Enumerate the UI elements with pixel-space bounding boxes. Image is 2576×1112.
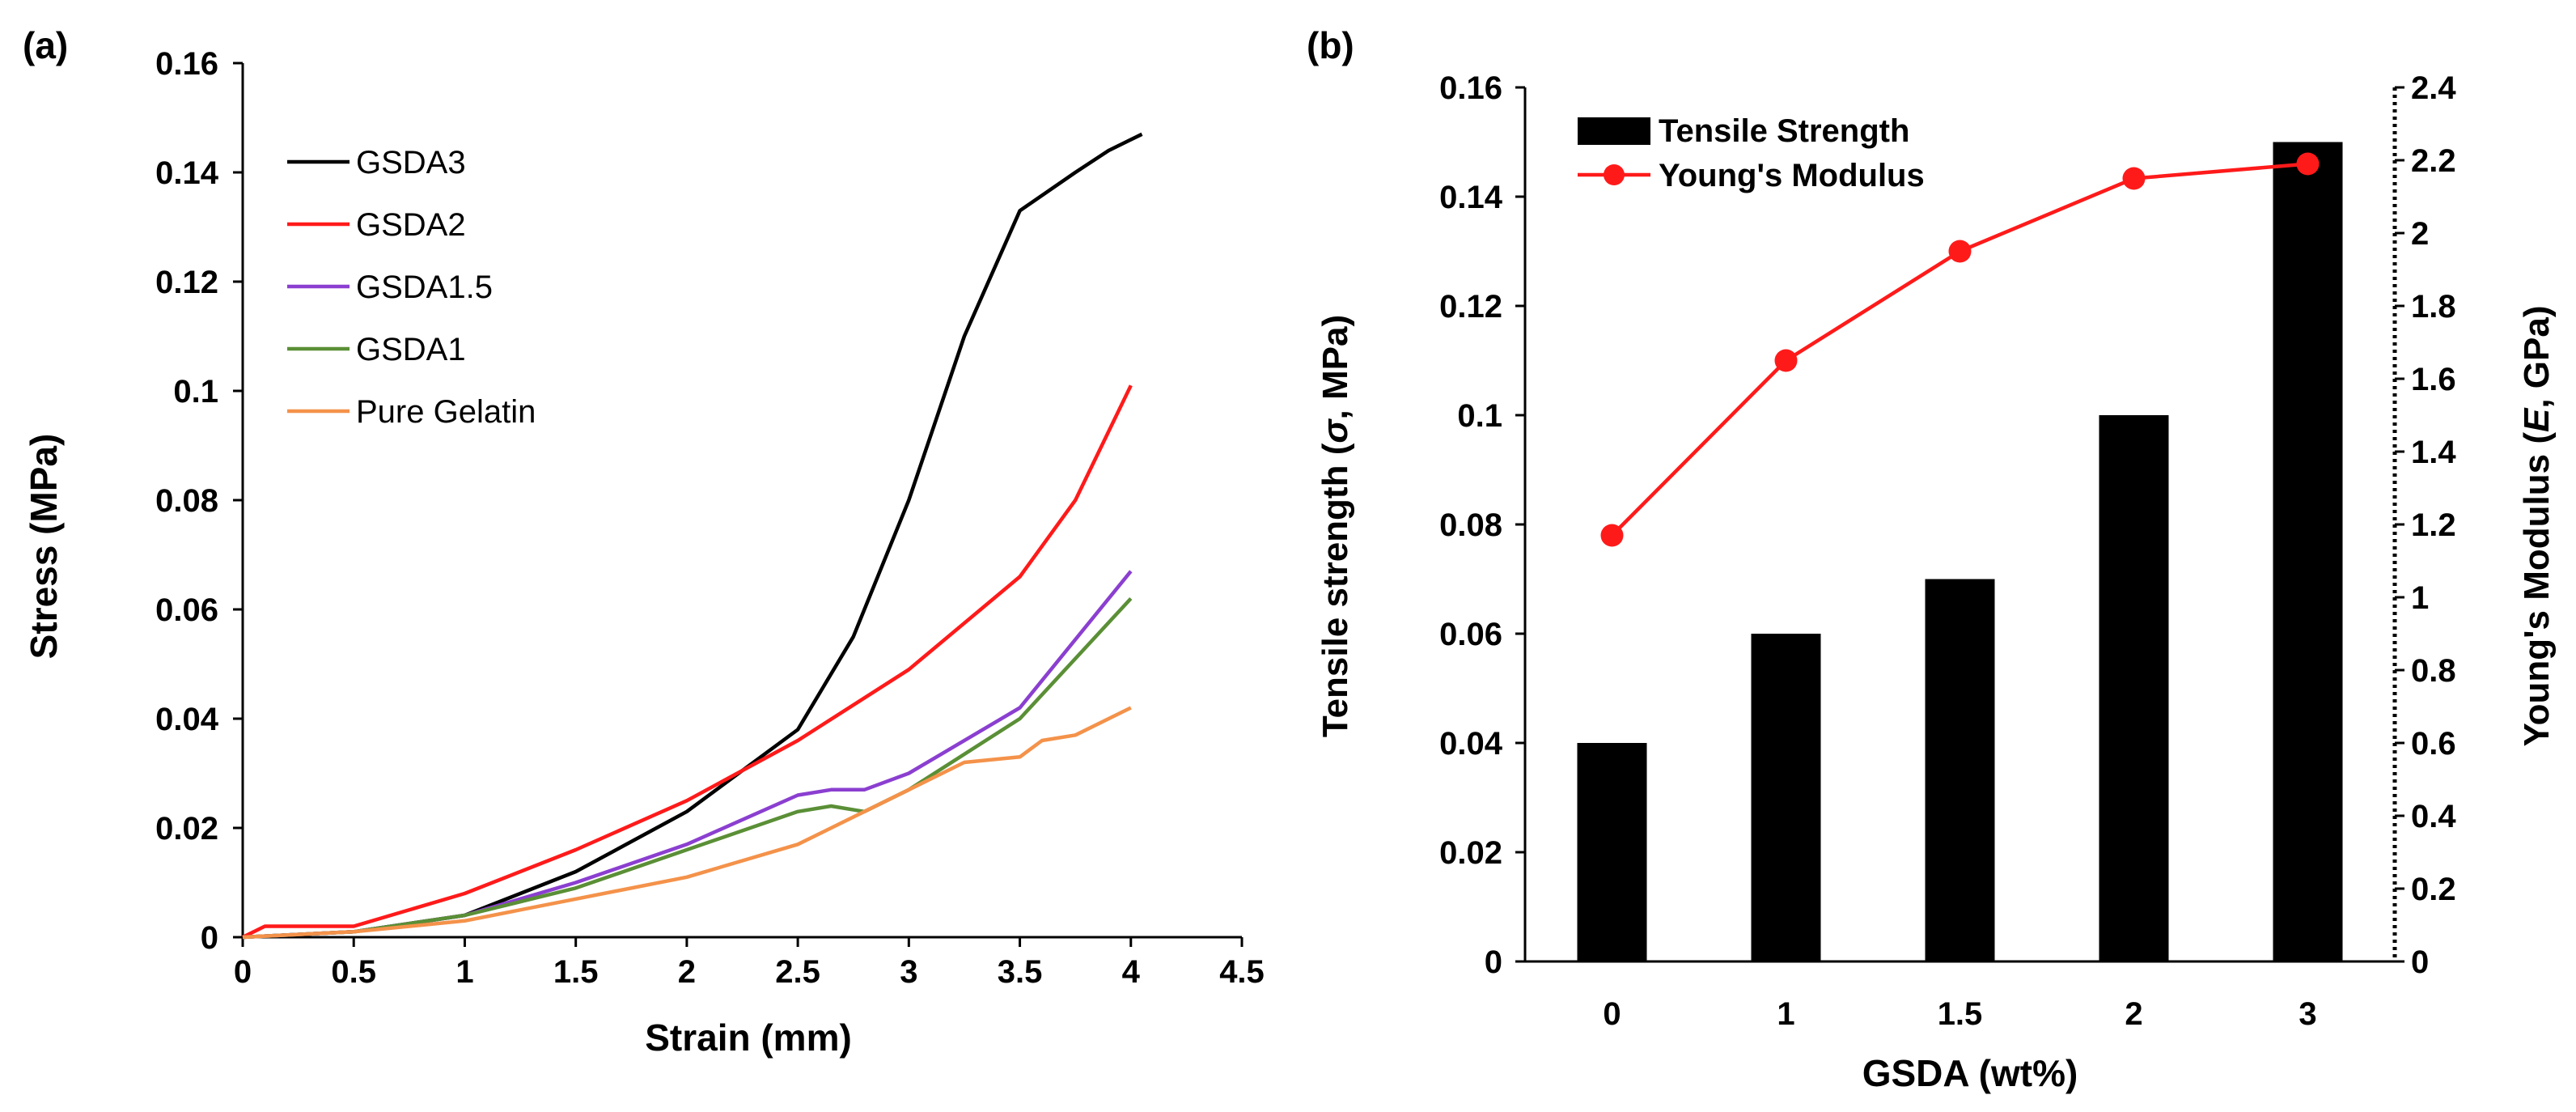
legend-label-gsda3: GSDA3: [356, 145, 466, 180]
modulus-point-0: [1600, 524, 1624, 547]
panel-a-x-axis-label: Strain (mm): [645, 1017, 852, 1059]
legend-label-gsda1: GSDA1: [356, 332, 466, 367]
panel-a-x-tick-label: 3: [900, 954, 917, 990]
legend-label-pure-gelatin: Pure Gelatin: [356, 394, 536, 430]
legend-swatch-tensile-strength: [1578, 117, 1650, 145]
legend-label-tensile-strength: Tensile Strength: [1659, 113, 1909, 149]
panel-b-y2-tick-label: 0: [2411, 944, 2429, 980]
panel-b-y-tick-label: 0.1: [1457, 398, 1502, 434]
panel-b-x-axis-label: GSDA (wt%): [1862, 1052, 2078, 1094]
panel-b-x-tick-label: 0: [1603, 996, 1621, 1032]
panel-b-y2-tick-label: 2.2: [2411, 143, 2456, 179]
panel-a-x-tick-label: 1.5: [553, 954, 599, 990]
panel-a-x-tick-label: 4: [1122, 954, 1141, 990]
series-line-gsda1: [242, 596, 1133, 940]
modulus-line: [1610, 162, 2308, 537]
panel-b-y2-tick-label: 1.4: [2411, 435, 2456, 470]
panel-a-y-tick-label: 0.06: [155, 592, 218, 628]
legend-label-youngs-modulus: Young's Modulus: [1659, 158, 1925, 193]
panel-b-y2-tick-label: 1: [2411, 580, 2429, 616]
bar-2: [2099, 415, 2169, 961]
panel-b-y-tick-label: 0.06: [1439, 617, 1502, 652]
legend-marker-youngs-modulus: [1604, 164, 1625, 185]
panel-b-axes: 0 0.02 0.04 0.06 0.08 0.1 0.12 0.14 0.16 0 0.2 0.4 0…: [1439, 70, 2456, 1032]
series-line-gsda2: [242, 384, 1133, 940]
panel-b-y-axis-label: Tensile strength (σ, MPa): [1316, 315, 1355, 737]
panel-b-x-tick-label: 2: [2125, 996, 2142, 1032]
panel-b-modulus-line: [1600, 152, 2320, 547]
panel-b-y2-tick-label: 0.8: [2411, 653, 2456, 689]
panel-b-y-tick-label: 0.12: [1439, 289, 1502, 325]
panel-b-x-tick-label: 1.5: [1938, 996, 1983, 1032]
panel-b-y-tick-label: 0.08: [1439, 507, 1502, 543]
modulus-point-3: [2296, 152, 2320, 176]
panel-b-x-tick-label: 3: [2298, 996, 2316, 1032]
panel-b-y-tick-label: 0.14: [1439, 180, 1503, 215]
panel-b-y2-tick-label: 1.2: [2411, 507, 2456, 543]
panel-b-y-tick-label: 0.04: [1439, 726, 1503, 762]
panel-a-x-tick-label: 0.5: [331, 954, 376, 990]
panel-a-y-tick-label: 0.1: [173, 374, 218, 410]
panel-a-y-tick-label: 0: [201, 920, 218, 956]
panel-b-y2-tick-label: 1.8: [2411, 289, 2456, 325]
series-line-gsda1-5: [242, 570, 1133, 940]
panel-b-legend: Tensile Strength Young's Modulus: [1578, 113, 1925, 193]
legend-label-gsda2: GSDA2: [356, 207, 466, 243]
panel-b-y-tick-label: 0: [1485, 944, 1502, 980]
panel-a-line-chart: (a) 0 0.5 1 1.5 2 2.5 3 3.5 4 4.5 0 0.02 0.04 0.06 0.0…: [23, 24, 1265, 1059]
legend-label-gsda1-5: GSDA1.5: [356, 270, 493, 305]
panel-a-label: (a): [23, 24, 68, 66]
panel-b-y2-tick-label: 1.6: [2411, 362, 2456, 397]
panel-a-x-tick-label: 3.5: [998, 954, 1043, 990]
panel-b-label: (b): [1307, 24, 1354, 66]
panel-a-x-tick-label: 4.5: [1219, 954, 1265, 990]
panel-a-x-tick-label: 0: [234, 954, 252, 990]
modulus-point-1: [1774, 349, 1798, 372]
panel-b-x-tick-label: 1: [1777, 996, 1794, 1032]
panel-a-y-tick-label: 0.04: [155, 702, 219, 737]
modulus-point-2: [2122, 167, 2146, 190]
panel-b-y-tick-label: 0.02: [1439, 835, 1502, 871]
panel-b-y2-axis-label: Young's Modulus (E, GPa): [2517, 306, 2557, 747]
panel-a-x-tick-label: 1: [455, 954, 473, 990]
panel-a-y-tick-label: 0.16: [155, 46, 218, 82]
panel-b-y2-tick-label: 0.6: [2411, 726, 2456, 762]
bar-1.5: [1925, 579, 1995, 961]
panel-a-y-axis-label: Stress (MPa): [23, 434, 65, 660]
panel-a-x-tick-label: 2: [678, 954, 696, 990]
series-line-gsda3: [242, 132, 1143, 940]
panel-a-y-tick-label: 0.08: [155, 483, 218, 519]
panel-a-legend: GSDA3 GSDA2 GSDA1.5 GSDA1 Pure Gelatin: [287, 145, 536, 430]
panel-b-y2-tick-label: 0.4: [2411, 799, 2456, 834]
series-line-pure-gelatin: [242, 706, 1132, 940]
panel-b-bars: [1577, 142, 2343, 961]
bar-0: [1577, 743, 1647, 961]
panel-b-y2-tick-label: 2.4: [2411, 70, 2456, 106]
modulus-point-1.5: [1948, 240, 1972, 263]
panel-b-y2-tick-label: 0.2: [2411, 872, 2456, 907]
panel-a-y-tick-label: 0.12: [155, 265, 218, 300]
panel-b-y-tick-label: 0.16: [1439, 70, 1502, 106]
panel-a-y-tick-label: 0.02: [155, 811, 218, 847]
panel-b-y2-tick-label: 2: [2411, 216, 2429, 252]
panel-b-bar-line-chart: (b) 0 0.02 0.04 0.06 0.08 0.1 0.12 0.14 0.16 0 0.2…: [1307, 24, 2557, 1094]
panel-a-y-tick-label: 0.14: [155, 155, 219, 191]
panel-a-axes: 0 0.5 1 1.5 2 2.5 3 3.5 4 4.5 0 0.02 0.04 0.06 0.08 0.1…: [155, 46, 1265, 990]
panel-a-series-lines: [242, 132, 1143, 940]
bar-1: [1751, 634, 1821, 961]
bar-3: [2273, 142, 2343, 961]
panel-a-x-tick-label: 2.5: [775, 954, 820, 990]
